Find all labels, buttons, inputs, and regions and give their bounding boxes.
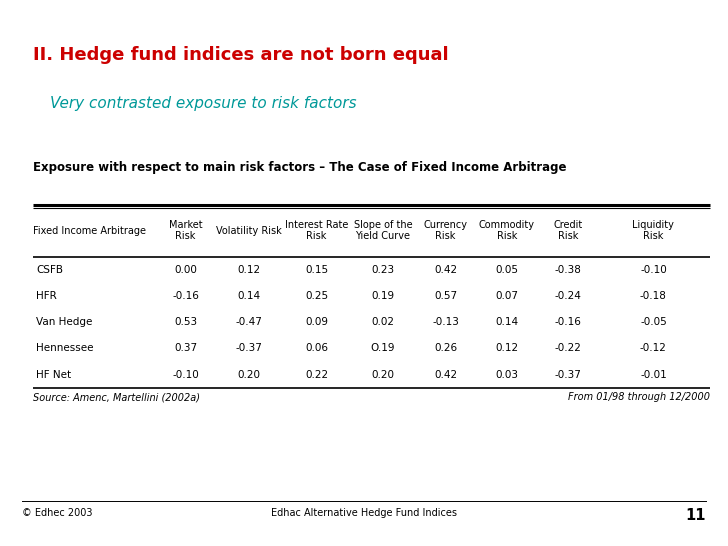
Text: -0.05: -0.05 <box>640 317 667 327</box>
Text: -0.16: -0.16 <box>173 291 199 301</box>
Text: 0.06: 0.06 <box>305 343 328 353</box>
Text: 11: 11 <box>686 508 706 523</box>
Text: -0.47: -0.47 <box>236 317 263 327</box>
Text: Liquidity
Risk: Liquidity Risk <box>633 220 674 241</box>
Text: 0.00: 0.00 <box>174 265 197 275</box>
Text: II. Hedge fund indices are not born equal: II. Hedge fund indices are not born equa… <box>33 46 448 64</box>
Text: 0.14: 0.14 <box>495 317 518 327</box>
Text: CSFB: CSFB <box>36 265 63 275</box>
Text: -0.01: -0.01 <box>640 370 667 379</box>
Text: From 01/98 through 12/2000: From 01/98 through 12/2000 <box>568 392 710 402</box>
Text: 0.05: 0.05 <box>495 265 518 275</box>
Text: 0.26: 0.26 <box>434 343 457 353</box>
Text: 0.57: 0.57 <box>434 291 457 301</box>
Text: 0.03: 0.03 <box>495 370 518 379</box>
Text: 0.37: 0.37 <box>174 343 197 353</box>
Text: 0.15: 0.15 <box>305 265 328 275</box>
Text: 0.12: 0.12 <box>495 343 518 353</box>
Text: Source: Amenc, Martellini (2002a): Source: Amenc, Martellini (2002a) <box>33 392 199 402</box>
Text: Credit
Risk: Credit Risk <box>553 220 582 241</box>
Text: 0.09: 0.09 <box>305 317 328 327</box>
Text: Van Hedge: Van Hedge <box>36 317 92 327</box>
Text: Slope of the
Yield Curve: Slope of the Yield Curve <box>354 220 412 241</box>
Text: -0.10: -0.10 <box>640 265 667 275</box>
Text: 0.14: 0.14 <box>238 291 261 301</box>
Text: -0.37: -0.37 <box>236 343 263 353</box>
Text: Market
Risk: Market Risk <box>169 220 202 241</box>
Text: 0.07: 0.07 <box>495 291 518 301</box>
Text: 0.23: 0.23 <box>371 265 395 275</box>
Text: 0.12: 0.12 <box>238 265 261 275</box>
Text: Edhac Alternative Hedge Fund Indices: Edhac Alternative Hedge Fund Indices <box>271 508 457 518</box>
Text: Exposure with respect to main risk factors – The Case of Fixed Income Arbitrage: Exposure with respect to main risk facto… <box>33 161 566 174</box>
Text: Very contrasted exposure to risk factors: Very contrasted exposure to risk factors <box>50 96 356 110</box>
Text: 0.02: 0.02 <box>371 317 395 327</box>
Text: 0.22: 0.22 <box>305 370 328 379</box>
Text: -0.37: -0.37 <box>555 370 581 379</box>
Text: 0.20: 0.20 <box>371 370 395 379</box>
Text: -0.10: -0.10 <box>173 370 199 379</box>
Text: Commodity
Risk: Commodity Risk <box>479 220 534 241</box>
Text: 0.20: 0.20 <box>238 370 261 379</box>
Text: -0.16: -0.16 <box>555 317 581 327</box>
Text: Interest Rate
Risk: Interest Rate Risk <box>285 220 349 241</box>
Text: -0.13: -0.13 <box>432 317 459 327</box>
Text: -0.12: -0.12 <box>640 343 667 353</box>
Text: 0.42: 0.42 <box>434 265 457 275</box>
Text: HF Net: HF Net <box>36 370 71 379</box>
Text: 0.25: 0.25 <box>305 291 328 301</box>
Text: Volatility Risk: Volatility Risk <box>216 225 282 236</box>
Text: © Edhec 2003: © Edhec 2003 <box>22 508 92 518</box>
Text: -0.22: -0.22 <box>555 343 581 353</box>
Text: Fixed Income Arbitrage: Fixed Income Arbitrage <box>33 225 146 236</box>
Text: -0.24: -0.24 <box>555 291 581 301</box>
Text: -0.18: -0.18 <box>640 291 667 301</box>
Text: 0.19: 0.19 <box>371 291 395 301</box>
Text: O.19: O.19 <box>371 343 395 353</box>
Text: Hennessee: Hennessee <box>36 343 94 353</box>
Text: 0.42: 0.42 <box>434 370 457 379</box>
Text: Currency
Risk: Currency Risk <box>424 220 467 241</box>
Text: -0.38: -0.38 <box>555 265 581 275</box>
Text: 0.53: 0.53 <box>174 317 197 327</box>
Text: HFR: HFR <box>36 291 58 301</box>
